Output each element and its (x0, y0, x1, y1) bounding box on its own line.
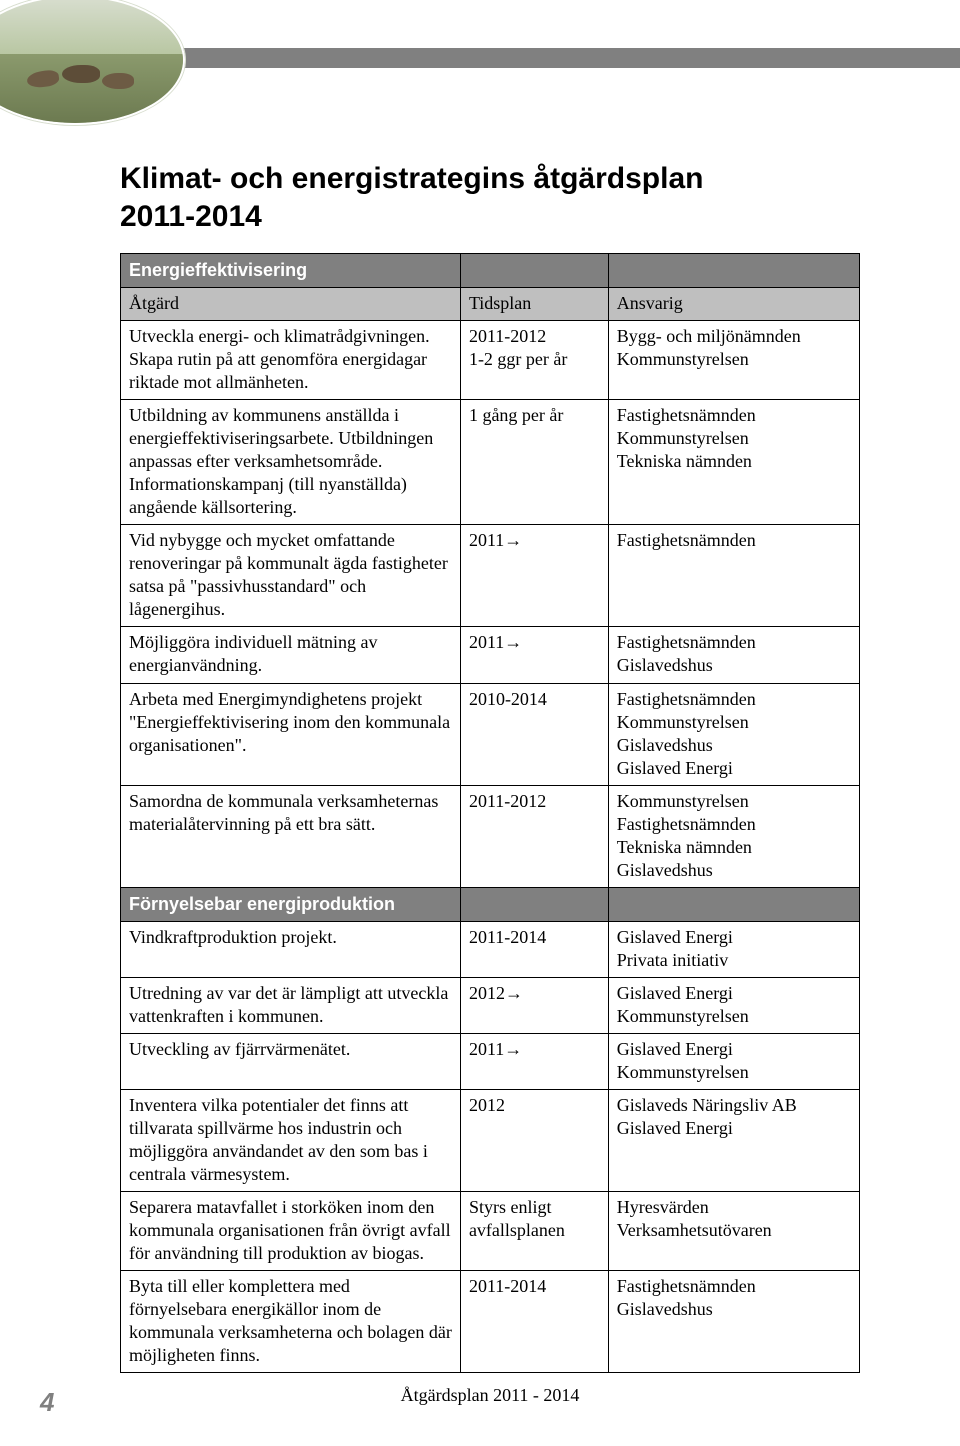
column-header-tidsplan: Tidsplan (460, 288, 608, 321)
header-band (140, 48, 960, 68)
section-empty (460, 254, 608, 288)
cell-ansvarig: Gislaved EnergiKommunstyrelsen (608, 1033, 859, 1089)
table-row: Inventera vilka potentialer det finns at… (121, 1089, 860, 1191)
cell-ansvarig: FastighetsnämndenGislavedshus (608, 627, 859, 683)
cell-ansvarig: KommunstyrelsenFastighetsnämndenTekniska… (608, 785, 859, 887)
table-row: Utveckling av fjärrvärmenätet.2011→Gisla… (121, 1033, 860, 1089)
cell-tidsplan: 2011-2014 (460, 921, 608, 977)
cell-atgard: Vindkraftproduktion projekt. (121, 921, 461, 977)
page-number: 4 (40, 1387, 54, 1418)
cell-atgard: Vid nybygge och mycket omfattande renove… (121, 525, 461, 627)
cell-ansvarig: FastighetsnämndenKommunstyrelsenGislaved… (608, 683, 859, 785)
action-plan-table: EnergieffektiviseringÅtgärdTidsplanAnsva… (120, 253, 860, 1373)
content: Klimat- och energistrategins åtgärdsplan… (120, 0, 860, 1406)
table-row: Arbeta med Energimyndighetens projekt "E… (121, 683, 860, 785)
cell-ansvarig: FastighetsnämndenKommunstyrelsenTekniska… (608, 400, 859, 525)
cell-atgard: Utveckla energi- och klimatrådgivningen.… (121, 321, 461, 400)
table-row: Separera matavfallet i storköken inom de… (121, 1192, 860, 1271)
cell-atgard: Arbeta med Energimyndighetens projekt "E… (121, 683, 461, 785)
section-title: Energieffektivisering (121, 254, 461, 288)
cell-ansvarig: HyresvärdenVerksamhetsutövaren (608, 1192, 859, 1271)
section-title: Förnyelsebar energiproduktion (121, 887, 461, 921)
column-header-ansvarig: Ansvarig (608, 288, 859, 321)
cell-tidsplan: Styrs enligt avfallsplanen (460, 1192, 608, 1271)
cell-ansvarig: Gislaved EnergiPrivata initiativ (608, 921, 859, 977)
table-row: Möjliggöra individuell mätning av energi… (121, 627, 860, 683)
cell-tidsplan: 2011→ (460, 627, 608, 683)
column-header-atgard: Åtgärd (121, 288, 461, 321)
table-row: Utbildning av kommunens anställda i ener… (121, 400, 860, 525)
page-title: Klimat- och energistrategins åtgärdsplan… (120, 160, 860, 235)
cell-tidsplan: 2011-20121-2 ggr per år (460, 321, 608, 400)
cell-tidsplan: 2011→ (460, 525, 608, 627)
cell-tidsplan: 2012 (460, 1089, 608, 1191)
cell-tidsplan: 2010-2014 (460, 683, 608, 785)
table-row: Utredning av var det är lämpligt att utv… (121, 977, 860, 1033)
cell-tidsplan: 2011→ (460, 1033, 608, 1089)
cell-atgard: Samordna de kommunala verksamheternas ma… (121, 785, 461, 887)
section-header-row: Energieffektivisering (121, 254, 860, 288)
table-row: Vindkraftproduktion projekt.2011-2014Gis… (121, 921, 860, 977)
cell-atgard: Utbildning av kommunens anställda i ener… (121, 400, 461, 525)
table-row: Vid nybygge och mycket omfattande renove… (121, 525, 860, 627)
cell-tidsplan: 2012→ (460, 977, 608, 1033)
section-header-row: Förnyelsebar energiproduktion (121, 887, 860, 921)
table-row: Utveckla energi- och klimatrådgivningen.… (121, 321, 860, 400)
section-empty (608, 254, 859, 288)
table-row: Samordna de kommunala verksamheternas ma… (121, 785, 860, 887)
cell-tidsplan: 1 gång per år (460, 400, 608, 525)
cell-atgard: Inventera vilka potentialer det finns at… (121, 1089, 461, 1191)
cell-atgard: Separera matavfallet i storköken inom de… (121, 1192, 461, 1271)
cell-ansvarig: Bygg- och miljönämndenKommunstyrelsen (608, 321, 859, 400)
footer-text: Åtgärdsplan 2011 - 2014 (120, 1385, 860, 1406)
section-empty (608, 887, 859, 921)
cell-ansvarig: Gislaveds Näringsliv ABGislaved Energi (608, 1089, 859, 1191)
title-line-1: Klimat- och energistrategins åtgärdsplan (120, 162, 703, 195)
column-header-row: ÅtgärdTidsplanAnsvarig (121, 288, 860, 321)
page: Klimat- och energistrategins åtgärdsplan… (0, 0, 960, 1446)
cell-tidsplan: 2011-2012 (460, 785, 608, 887)
cell-atgard: Möjliggöra individuell mätning av energi… (121, 627, 461, 683)
section-empty (460, 887, 608, 921)
logo (0, 0, 190, 125)
cell-ansvarig: Fastighetsnämnden (608, 525, 859, 627)
cell-ansvarig: Gislaved EnergiKommunstyrelsen (608, 977, 859, 1033)
title-line-2: 2011-2014 (120, 200, 262, 233)
cell-atgard: Utveckling av fjärrvärmenätet. (121, 1033, 461, 1089)
cell-atgard: Utredning av var det är lämpligt att utv… (121, 977, 461, 1033)
